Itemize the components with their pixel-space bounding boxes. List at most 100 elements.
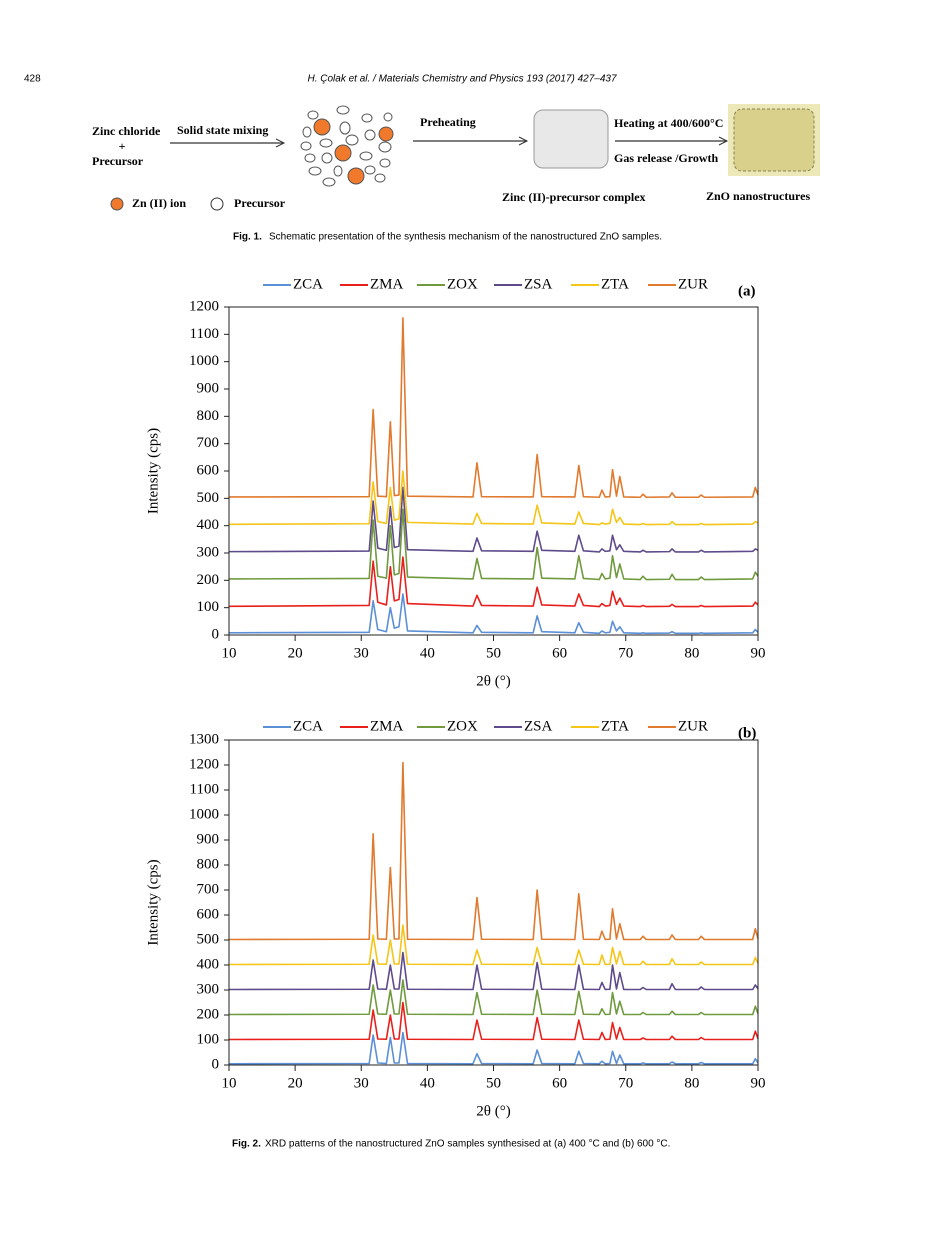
y-tick-label: 0 <box>212 626 220 642</box>
legend-label: ZSA <box>524 718 553 734</box>
legend-label: Precursor <box>234 196 286 210</box>
legend-label: ZMA <box>370 276 404 292</box>
y-tick-label: 700 <box>197 435 220 451</box>
mixture <box>300 105 393 187</box>
x-axis-label: 2θ (°) <box>476 673 510 689</box>
label: Precursor <box>92 154 144 168</box>
xrd-line <box>228 924 759 966</box>
x-tick-label: 50 <box>486 1075 501 1091</box>
page-number: 428 <box>24 74 41 85</box>
y-tick-label: 400 <box>197 956 220 972</box>
label: Gas release /Growth <box>614 151 719 165</box>
caption: XRD patterns of the nanostructured ZnO s… <box>265 1139 670 1150</box>
plot-frame <box>228 306 759 636</box>
y-tick-label: 0 <box>212 1056 220 1072</box>
xrd-line <box>228 470 759 526</box>
y-tick-label: 1300 <box>189 731 219 747</box>
scheme: Zinc chloride + Precursor Solid state mi… <box>92 104 820 211</box>
y-tick-label: 100 <box>197 1031 220 1047</box>
y-tick-label: 1100 <box>190 326 219 342</box>
legend-label: ZSA <box>524 276 553 292</box>
y-tick-label: 300 <box>197 544 220 560</box>
legend-label: ZTA <box>601 276 629 292</box>
arrow-head <box>518 136 529 146</box>
y-tick-label: 200 <box>197 572 220 588</box>
y-tick-label: 500 <box>197 931 220 947</box>
legend-label: ZCA <box>293 718 323 734</box>
xrd-line <box>228 951 759 991</box>
x-tick-label: 50 <box>486 645 501 661</box>
arrow-head <box>275 138 286 148</box>
x-tick-label: 90 <box>751 1075 766 1091</box>
xrd-line <box>228 1031 759 1065</box>
legend-label: Zn (II) ion <box>132 196 186 210</box>
x-tick-label: 30 <box>354 645 369 661</box>
nanostructures <box>733 108 815 172</box>
y-tick-label: 1200 <box>189 756 219 772</box>
xrd-line <box>228 761 759 941</box>
chart: ZCA ZMA ZOX ZSA ZTA ZUR 0 100 200 300 400 500 600 700… <box>145 276 765 689</box>
caption-label: Fig. 1. <box>233 232 262 243</box>
y-tick-label: 1100 <box>190 781 219 797</box>
y-tick-label: 600 <box>197 906 220 922</box>
xrd-line <box>228 317 759 499</box>
y-tick-label: 200 <box>197 1006 220 1022</box>
y-axis-label: Intensity (cps) <box>145 428 161 514</box>
y-tick-label: 700 <box>197 881 220 897</box>
label: + <box>119 139 126 153</box>
x-tick-label: 40 <box>420 645 435 661</box>
plot-frame <box>228 739 759 1066</box>
xrd-line <box>228 1001 759 1041</box>
x-tick-label: 90 <box>751 645 766 661</box>
x-tick-label: 40 <box>420 1075 435 1091</box>
xrd-line <box>228 593 759 635</box>
legend-label: ZMA <box>370 718 404 734</box>
x-tick-label: 80 <box>684 1075 699 1091</box>
y-tick-label: 1000 <box>189 353 219 369</box>
xrd-line <box>228 508 759 581</box>
legend-label: ZCA <box>293 276 323 292</box>
xrd-line <box>228 486 759 553</box>
label: Preheating <box>420 115 476 129</box>
label: Zinc (II)-precursor complex <box>502 190 646 204</box>
legend-symbol <box>210 197 224 211</box>
arrow-head <box>718 136 729 146</box>
y-tick-label: 100 <box>197 599 220 615</box>
x-tick-label: 20 <box>288 1075 303 1091</box>
label: Solid state mixing <box>177 123 268 137</box>
y-tick-label: 900 <box>197 380 220 396</box>
x-tick-label: 80 <box>684 645 699 661</box>
label: Zinc chloride <box>92 124 161 138</box>
running-header: H. Çolak et al. / Materials Chemistry an… <box>307 74 616 85</box>
x-tick-label: 30 <box>354 1075 369 1091</box>
xrd-line <box>228 556 759 608</box>
xrd-line <box>228 979 759 1016</box>
panel-label: (a) <box>738 283 756 299</box>
legend-label: ZUR <box>678 718 708 734</box>
x-tick-label: 20 <box>288 645 303 661</box>
legend-label: ZUR <box>678 276 708 292</box>
chart: ZCA ZMA ZOX ZSA ZTA ZUR 0 100 200 300 400 500 600 700… <box>145 718 765 1119</box>
caption: Schematic presentation of the synthesis … <box>269 232 662 243</box>
legend-symbol <box>110 197 124 211</box>
x-tick-label: 60 <box>552 645 567 661</box>
label: ZnO nanostructures <box>706 189 810 203</box>
legend-label: ZOX <box>447 276 478 292</box>
panel-label: (b) <box>738 725 756 741</box>
legend-label: ZTA <box>601 718 629 734</box>
zn-ions <box>313 118 394 185</box>
y-tick-label: 1000 <box>189 806 219 822</box>
y-tick-label: 900 <box>197 831 220 847</box>
legend-label: ZOX <box>447 718 478 734</box>
y-tick-label: 600 <box>197 462 220 478</box>
x-tick-label: 60 <box>552 1075 567 1091</box>
y-tick-label: 1200 <box>189 298 219 314</box>
y-tick-label: 400 <box>197 517 220 533</box>
y-tick-label: 800 <box>197 856 220 872</box>
y-tick-label: 300 <box>197 981 220 997</box>
y-tick-label: 500 <box>197 490 220 506</box>
x-tick-label: 70 <box>618 645 633 661</box>
x-tick-label: 10 <box>222 645 237 661</box>
x-tick-label: 70 <box>618 1075 633 1091</box>
